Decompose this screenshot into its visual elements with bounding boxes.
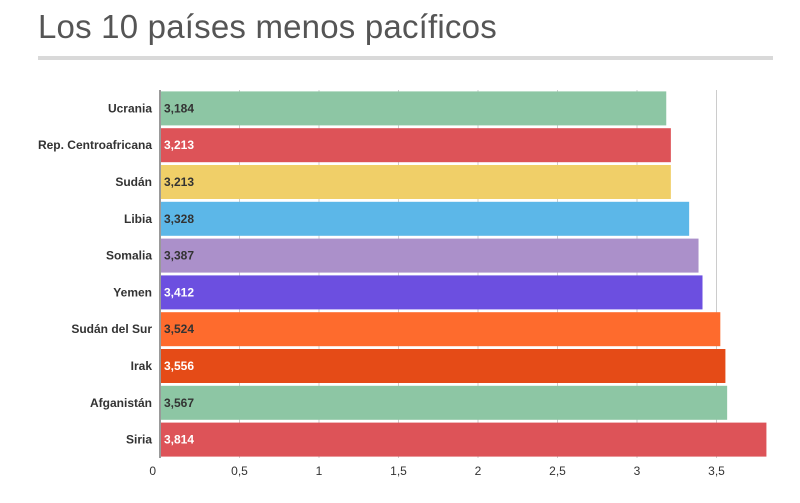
x-tick-label: 0 <box>149 464 156 478</box>
bar <box>161 275 703 310</box>
category-label: Yemen <box>113 285 152 299</box>
bar <box>161 422 767 457</box>
bar <box>161 312 721 347</box>
x-tick-label: 1,5 <box>390 464 407 478</box>
x-tick-label: 2 <box>475 464 482 478</box>
data-label: 3,814 <box>164 433 194 447</box>
bar <box>161 91 667 126</box>
data-label: 3,567 <box>164 396 194 410</box>
category-label: Sudán <box>115 175 152 189</box>
bar <box>161 128 671 163</box>
bar <box>161 385 728 420</box>
data-label: 3,328 <box>164 212 194 226</box>
x-tick-label: 0,5 <box>231 464 248 478</box>
category-label: Libia <box>124 212 152 226</box>
category-label: Ucrania <box>108 101 152 115</box>
category-label: Somalia <box>106 249 152 263</box>
chart-title: Los 10 países menos pacíficos <box>38 8 497 45</box>
bar <box>161 201 690 236</box>
category-label: Siria <box>126 433 152 447</box>
bar <box>161 349 726 383</box>
data-label: 3,524 <box>164 322 194 336</box>
category-label: Irak <box>131 359 153 373</box>
category-label: Sudán del Sur <box>71 322 152 336</box>
category-label: Rep. Centroafricana <box>38 138 152 152</box>
data-label: 3,184 <box>164 101 194 115</box>
data-label: 3,387 <box>164 249 194 263</box>
x-tick-label: 3 <box>634 464 641 478</box>
bar <box>161 238 699 273</box>
category-label: Afganistán <box>90 396 152 410</box>
x-tick-label: 1 <box>316 464 323 478</box>
data-label: 3,412 <box>164 285 194 299</box>
data-label: 3,213 <box>164 175 194 189</box>
x-tick-label: 3,5 <box>708 464 725 478</box>
data-label: 3,556 <box>164 359 194 373</box>
x-tick-label: 2,5 <box>549 464 566 478</box>
bar <box>161 165 671 199</box>
title-divider <box>38 56 773 60</box>
data-label: 3,213 <box>164 138 194 152</box>
